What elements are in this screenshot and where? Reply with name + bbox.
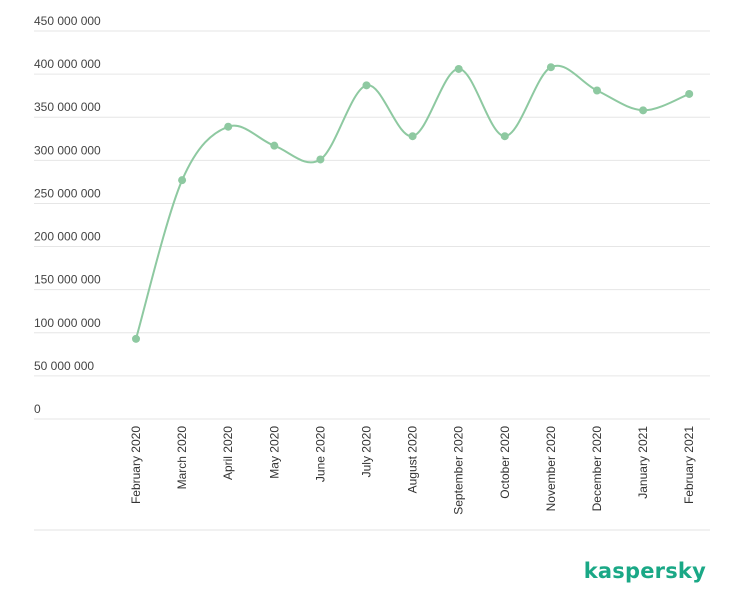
kaspersky-logo: kaspersky bbox=[583, 559, 706, 583]
y-tick-label: 0 bbox=[34, 402, 41, 416]
data-point bbox=[593, 86, 601, 95]
x-tick-label: March 2020 bbox=[175, 426, 189, 490]
x-tick-label: February 2021 bbox=[682, 426, 696, 504]
x-tick-label: August 2020 bbox=[406, 426, 420, 494]
data-point bbox=[454, 64, 463, 73]
x-tick-label: February 2020 bbox=[129, 426, 143, 504]
data-point bbox=[270, 141, 279, 150]
data-point bbox=[132, 334, 140, 343]
x-tick-label: January 2021 bbox=[636, 426, 650, 499]
x-tick-label: October 2020 bbox=[498, 426, 512, 499]
x-tick-label: April 2020 bbox=[221, 426, 235, 480]
x-tick-label: December 2020 bbox=[590, 426, 604, 512]
data-point bbox=[639, 106, 648, 115]
data-points bbox=[132, 63, 694, 343]
data-point bbox=[685, 89, 694, 98]
y-tick-label: 300 000 000 bbox=[34, 143, 101, 157]
y-tick-label: 250 000 000 bbox=[34, 186, 101, 200]
data-point bbox=[500, 132, 509, 141]
y-tick-label: 350 000 000 bbox=[34, 100, 101, 114]
data-point bbox=[546, 63, 555, 72]
y-tick-label: 100 000 000 bbox=[34, 316, 101, 330]
data-point bbox=[408, 132, 417, 141]
y-tick-label: 150 000 000 bbox=[34, 273, 101, 287]
x-axis-category-labels: February 2020 March 2020 April 2020 May 202… bbox=[129, 426, 696, 515]
gridlines bbox=[34, 30, 710, 420]
x-tick-label: July 2020 bbox=[360, 426, 374, 478]
data-point bbox=[316, 155, 325, 164]
x-tick-label: November 2020 bbox=[544, 426, 558, 512]
x-tick-label: June 2020 bbox=[313, 426, 327, 482]
y-tick-label: 400 000 000 bbox=[34, 57, 101, 71]
series-line bbox=[135, 64, 690, 340]
y-tick-label: 450 000 000 bbox=[34, 14, 101, 28]
x-tick-label: May 2020 bbox=[267, 426, 281, 479]
data-point bbox=[178, 176, 187, 185]
data-point bbox=[362, 81, 371, 90]
data-point bbox=[224, 122, 233, 131]
y-axis-tick-labels: 0 50 000 000 100 000 000 150 000 000 200 000… bbox=[34, 14, 101, 416]
x-tick-label: September 2020 bbox=[452, 426, 466, 515]
y-tick-label: 50 000 000 bbox=[34, 359, 94, 373]
y-tick-label: 200 000 000 bbox=[34, 230, 101, 244]
